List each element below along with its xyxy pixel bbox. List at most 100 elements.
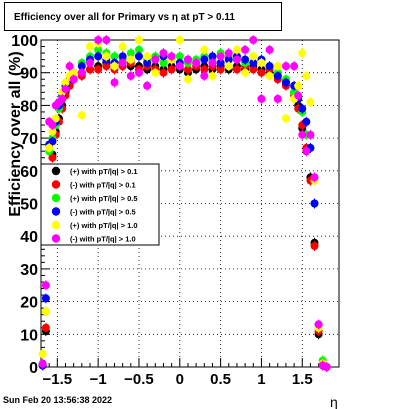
y-tick-label: 0 — [29, 360, 38, 377]
data-point — [249, 52, 258, 61]
data-point — [94, 36, 103, 44]
data-point — [134, 36, 143, 44]
data-point — [110, 62, 119, 71]
data-point — [306, 130, 315, 139]
data-point — [85, 65, 94, 74]
data-point — [159, 68, 168, 77]
data-point — [183, 55, 192, 64]
data-point — [143, 52, 152, 61]
data-point — [310, 199, 319, 208]
data-point — [41, 323, 50, 332]
timestamp: Sun Feb 20 13:56:38 2022 — [3, 395, 113, 405]
data-point — [224, 62, 233, 71]
data-point — [322, 363, 331, 371]
data-point — [58, 94, 67, 103]
data-point — [265, 71, 274, 80]
x-tick-label: −1 — [90, 371, 107, 388]
data-point — [102, 52, 111, 61]
x-tick-label: 1 — [257, 371, 265, 388]
y-tick-label: 80 — [20, 98, 38, 115]
y-tick-label: 30 — [20, 262, 38, 279]
data-point — [85, 58, 94, 67]
data-point — [208, 71, 217, 80]
y-axis-label: Efficiency over all (%) — [7, 51, 24, 216]
data-point — [102, 36, 111, 44]
legend-marker — [51, 180, 61, 189]
y-tick-label: 90 — [20, 66, 38, 83]
data-point — [257, 94, 266, 103]
data-point — [314, 320, 323, 329]
data-point — [192, 58, 201, 67]
data-point — [151, 68, 160, 77]
data-point — [94, 45, 103, 54]
data-point — [208, 58, 217, 67]
data-point — [175, 62, 184, 71]
data-point — [294, 81, 303, 90]
legend-marker — [51, 193, 61, 203]
data-point — [257, 58, 266, 67]
data-point — [126, 49, 135, 58]
data-point — [216, 52, 225, 61]
data-point — [224, 49, 233, 58]
data-point — [167, 52, 176, 61]
data-point — [38, 349, 47, 358]
data-point — [294, 91, 303, 100]
legend-label: (-) with pT/|q| > 0.5 — [70, 208, 136, 217]
data-point — [151, 55, 160, 64]
data-point — [241, 55, 250, 64]
data-point — [94, 52, 103, 61]
data-point — [41, 281, 50, 290]
data-point — [273, 62, 282, 71]
x-tick-label: 1.5 — [292, 371, 313, 388]
data-point — [65, 62, 74, 71]
data-point — [41, 307, 50, 316]
legend-label: (+) with pT/|q| > 0.1 — [70, 167, 138, 176]
y-tick-label: 70 — [20, 131, 38, 148]
data-point — [290, 62, 299, 71]
legend-marker — [51, 234, 61, 243]
y-tick-label: 100 — [11, 33, 38, 50]
y-tick-label: 40 — [20, 229, 38, 246]
data-point — [265, 62, 274, 71]
data-point — [175, 52, 184, 61]
data-point — [38, 359, 47, 368]
data-point — [216, 65, 225, 74]
data-point — [298, 49, 307, 58]
data-point — [134, 52, 143, 61]
legend-marker — [51, 207, 61, 216]
data-point — [85, 42, 94, 51]
data-point — [241, 45, 250, 54]
data-point — [249, 36, 258, 44]
data-point — [306, 98, 315, 107]
x-tick-label: −0.5 — [124, 371, 154, 388]
data-point — [302, 147, 311, 156]
data-point — [298, 104, 307, 113]
data-point — [118, 42, 127, 51]
data-point — [208, 52, 217, 61]
data-point — [45, 143, 54, 152]
data-point — [143, 58, 152, 67]
data-point — [200, 71, 209, 80]
x-tick-label: 0.5 — [210, 371, 231, 388]
series-group — [38, 35, 331, 372]
data-point — [102, 62, 111, 71]
data-point — [118, 52, 127, 61]
data-point — [298, 130, 307, 139]
data-point — [48, 153, 57, 162]
data-point — [69, 68, 78, 77]
data-point — [183, 75, 192, 84]
data-point — [110, 78, 119, 87]
data-point — [143, 81, 152, 90]
data-point — [69, 75, 78, 84]
legend-label: (-) with pT/|q| > 1.0 — [70, 235, 136, 244]
data-point — [216, 58, 225, 67]
legend-marker — [51, 166, 61, 176]
data-point — [232, 65, 241, 74]
data-point — [257, 68, 266, 77]
data-point — [310, 173, 319, 182]
legend: (+) with pT/|q| > 0.1 (-) with pT/|q| > 0… — [40, 163, 160, 246]
data-point — [110, 52, 119, 61]
data-point — [302, 71, 311, 80]
data-point — [94, 65, 103, 74]
